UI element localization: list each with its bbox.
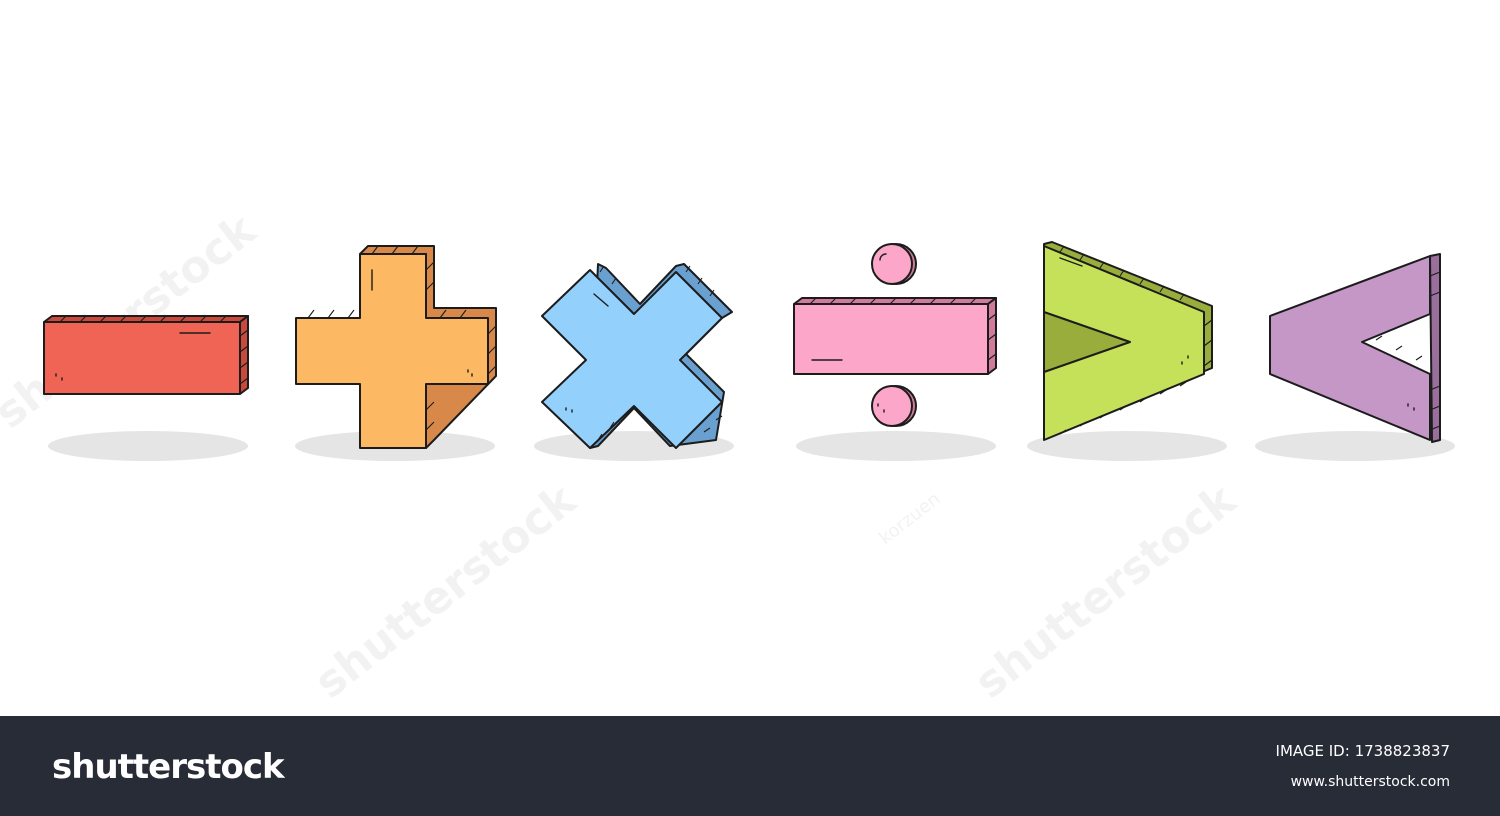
math-symbols-illustration: shutterstock shutterstock shutterstock k… (0, 203, 1455, 709)
watermark-text: shutterstock (305, 473, 586, 708)
less-than-sign (1269, 253, 1441, 443)
image-id-value: 1738823837 (1354, 742, 1450, 760)
divide-sign (793, 243, 997, 427)
site-url[interactable]: www.shutterstock.com (1290, 774, 1450, 790)
minus-sign (43, 315, 249, 395)
shadow-divide (796, 431, 996, 461)
watermark-text: korzuen (875, 488, 944, 549)
brand-logo[interactable]: shutterstock (52, 747, 285, 787)
plus-sign (295, 245, 497, 449)
image-id-row: IMAGE ID: 1738823837 (1276, 744, 1450, 759)
footer-bar: shutterstock IMAGE ID: 1738823837 www.sh… (0, 716, 1500, 816)
multiply-sign (541, 263, 733, 449)
shadow-minus (48, 431, 248, 461)
shadow-less-than (1255, 431, 1455, 461)
watermark-text: shutterstock (965, 473, 1246, 708)
image-id-label: IMAGE ID: (1275, 742, 1350, 760)
shadow-greater-than (1027, 431, 1227, 461)
greater-than-sign (1043, 241, 1213, 441)
